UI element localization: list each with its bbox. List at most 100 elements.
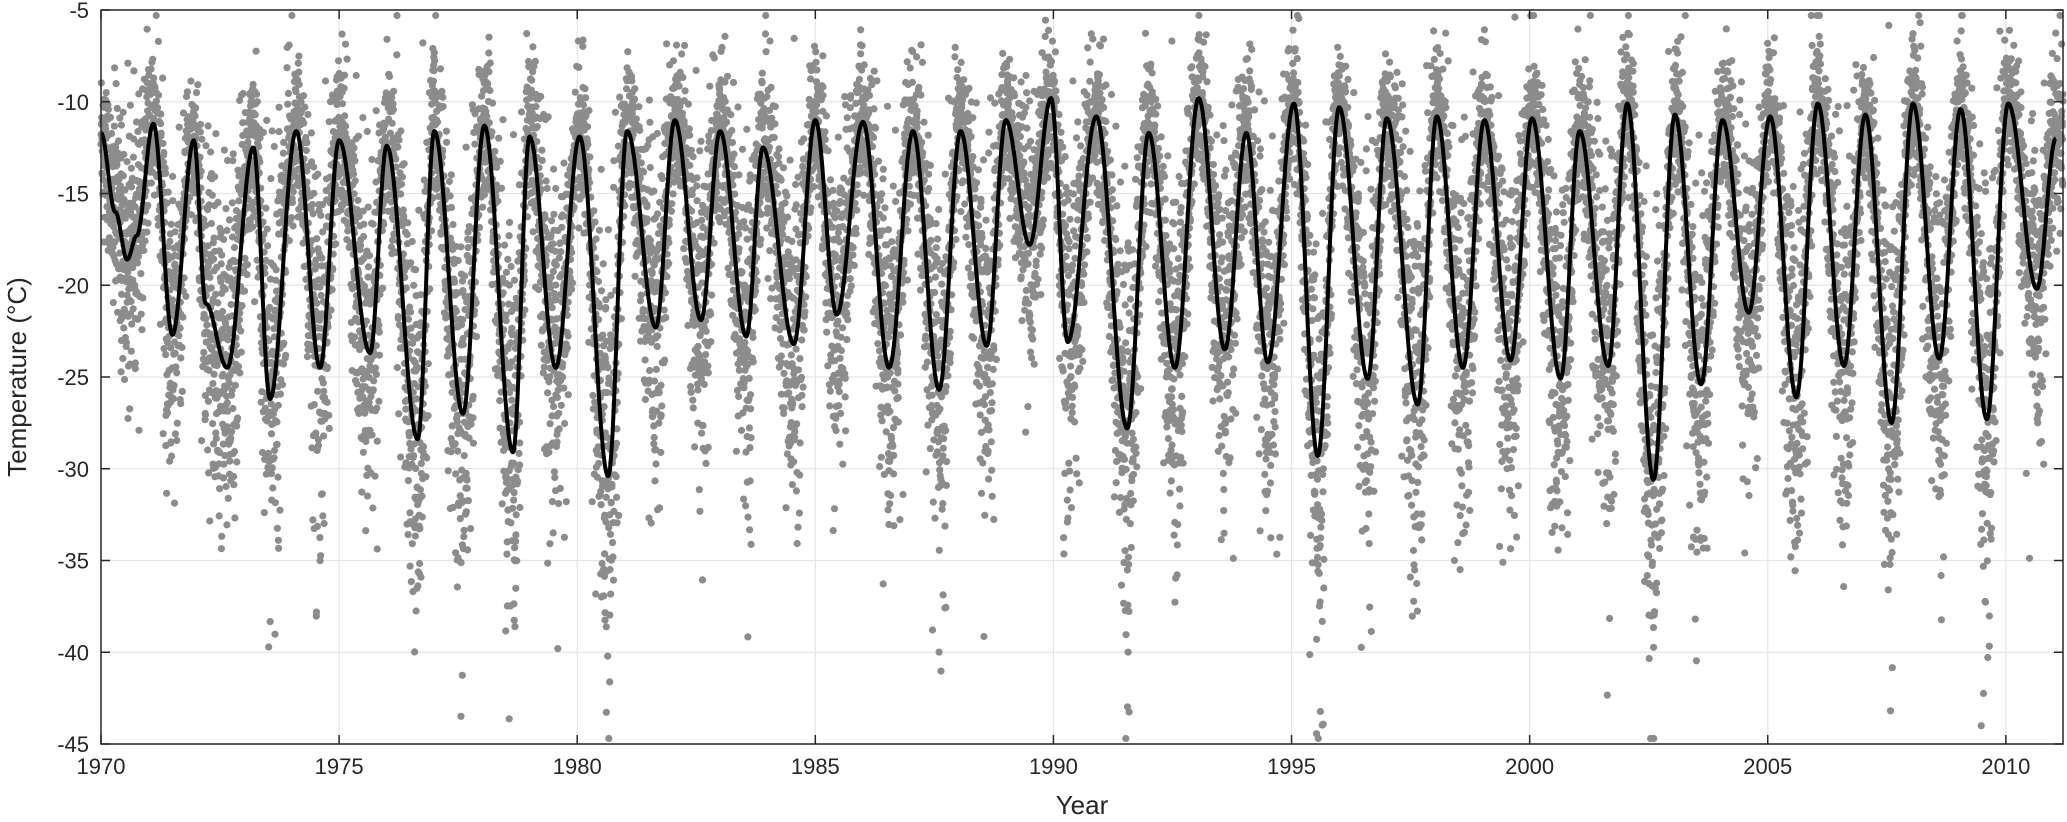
data-point bbox=[606, 530, 615, 538]
data-point bbox=[500, 241, 509, 249]
data-point bbox=[294, 59, 302, 67]
data-point bbox=[239, 89, 247, 98]
data-point bbox=[416, 524, 424, 533]
data-point bbox=[544, 559, 552, 567]
data-point bbox=[360, 232, 368, 241]
data-point bbox=[561, 419, 569, 428]
data-point bbox=[317, 291, 325, 299]
data-point bbox=[609, 576, 618, 584]
data-point bbox=[187, 77, 195, 85]
data-point bbox=[177, 400, 185, 408]
data-point bbox=[560, 533, 569, 541]
data-point bbox=[411, 648, 419, 656]
data-point bbox=[657, 411, 665, 419]
data-point bbox=[549, 268, 557, 276]
data-point bbox=[457, 243, 465, 251]
data-point bbox=[314, 170, 322, 178]
data-point bbox=[111, 144, 120, 152]
data-point bbox=[140, 246, 148, 255]
data-point bbox=[523, 29, 531, 38]
data-point bbox=[162, 351, 170, 359]
data-point bbox=[545, 448, 553, 456]
data-point bbox=[313, 235, 321, 243]
data-point bbox=[512, 511, 520, 519]
data-point bbox=[698, 576, 707, 584]
data-point bbox=[700, 380, 708, 388]
data-point bbox=[609, 539, 617, 547]
data-point bbox=[650, 433, 658, 442]
data-point bbox=[221, 285, 229, 293]
data-point bbox=[406, 562, 414, 570]
data-point bbox=[449, 221, 457, 229]
data-point bbox=[582, 94, 590, 102]
data-point bbox=[485, 68, 493, 76]
data-point bbox=[512, 531, 520, 539]
data-point bbox=[404, 477, 412, 485]
data-point bbox=[352, 71, 360, 80]
data-point bbox=[304, 110, 312, 119]
data-point bbox=[590, 207, 598, 215]
data-point bbox=[537, 92, 545, 100]
data-point bbox=[147, 179, 155, 187]
data-point bbox=[354, 132, 363, 140]
data-point bbox=[218, 532, 226, 540]
data-point bbox=[262, 204, 270, 212]
data-point bbox=[599, 331, 607, 339]
data-point bbox=[507, 262, 515, 271]
data-point bbox=[169, 395, 178, 403]
data-point bbox=[312, 608, 321, 616]
data-point bbox=[560, 159, 568, 167]
data-point bbox=[342, 122, 350, 130]
data-point bbox=[491, 147, 499, 155]
data-point bbox=[249, 80, 257, 88]
data-point bbox=[173, 436, 181, 445]
data-point bbox=[559, 373, 567, 381]
data-point bbox=[696, 332, 704, 340]
data-point bbox=[412, 464, 420, 472]
data-point bbox=[555, 500, 563, 508]
data-point bbox=[266, 618, 274, 626]
data-point bbox=[442, 127, 450, 135]
data-point bbox=[389, 105, 397, 114]
data-point bbox=[135, 426, 143, 434]
data-point bbox=[223, 226, 231, 234]
data-point bbox=[137, 270, 145, 278]
data-point bbox=[453, 583, 461, 591]
data-point bbox=[723, 72, 732, 80]
data-point bbox=[740, 495, 748, 503]
data-point bbox=[123, 240, 132, 248]
data-point bbox=[226, 457, 234, 465]
data-point bbox=[653, 129, 661, 138]
data-point bbox=[138, 326, 146, 334]
data-point bbox=[581, 85, 589, 93]
data-point bbox=[172, 363, 180, 371]
data-point bbox=[403, 230, 411, 239]
data-point bbox=[394, 143, 402, 151]
data-point bbox=[117, 368, 125, 376]
data-point bbox=[182, 292, 190, 300]
data-point bbox=[591, 218, 599, 226]
data-point bbox=[341, 112, 349, 120]
data-point bbox=[407, 259, 415, 267]
data-point bbox=[338, 30, 346, 38]
data-point bbox=[373, 545, 381, 553]
data-point bbox=[544, 113, 552, 121]
data-point bbox=[147, 65, 155, 73]
data-point bbox=[160, 148, 168, 157]
data-point bbox=[680, 41, 689, 50]
data-point bbox=[586, 153, 594, 161]
data-point bbox=[162, 169, 170, 177]
data-point bbox=[284, 89, 292, 97]
data-point bbox=[510, 600, 518, 608]
data-point bbox=[127, 183, 136, 191]
data-point bbox=[645, 96, 654, 104]
data-point bbox=[214, 299, 222, 307]
data-point bbox=[129, 264, 137, 272]
data-point bbox=[702, 459, 710, 467]
data-point bbox=[615, 511, 623, 520]
data-point bbox=[669, 190, 677, 198]
data-point bbox=[397, 180, 406, 188]
data-point bbox=[373, 404, 381, 412]
data-point bbox=[635, 103, 643, 111]
data-point bbox=[507, 519, 515, 527]
